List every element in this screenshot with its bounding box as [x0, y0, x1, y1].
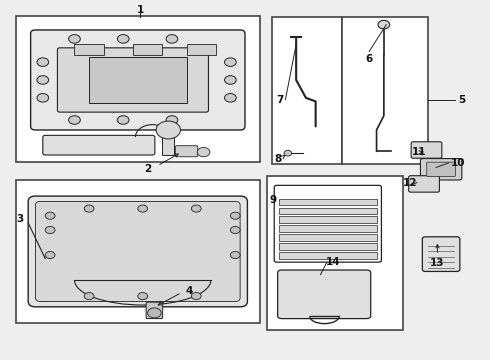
Text: 9: 9 [269, 195, 276, 204]
Text: 6: 6 [366, 54, 373, 64]
Circle shape [224, 76, 236, 84]
Circle shape [117, 116, 129, 124]
Circle shape [224, 94, 236, 102]
Circle shape [37, 94, 49, 102]
Bar [74, 44, 104, 55]
FancyBboxPatch shape [43, 135, 155, 155]
Text: 7: 7 [276, 95, 284, 105]
Circle shape [224, 58, 236, 66]
Text: 4: 4 [185, 286, 193, 296]
Circle shape [166, 35, 178, 43]
Bar [279, 199, 376, 205]
Circle shape [138, 205, 147, 212]
FancyBboxPatch shape [28, 196, 247, 307]
Circle shape [138, 293, 147, 300]
Bar [279, 234, 376, 241]
FancyBboxPatch shape [427, 162, 456, 176]
FancyBboxPatch shape [420, 158, 462, 180]
Circle shape [230, 251, 240, 258]
Bar [187, 44, 216, 55]
Text: 5: 5 [458, 95, 466, 105]
Circle shape [37, 58, 49, 66]
Bar [133, 44, 162, 55]
Circle shape [378, 20, 390, 29]
FancyBboxPatch shape [411, 142, 442, 158]
Text: 10: 10 [451, 158, 466, 168]
Text: 2: 2 [144, 164, 151, 174]
Circle shape [69, 116, 80, 124]
Circle shape [230, 212, 240, 219]
Bar [89, 57, 187, 103]
Text: 8: 8 [274, 154, 282, 164]
Circle shape [284, 150, 292, 156]
Text: 12: 12 [402, 177, 417, 188]
Text: 1: 1 [137, 5, 144, 15]
Circle shape [230, 226, 240, 234]
Circle shape [45, 251, 55, 258]
Bar [279, 225, 376, 232]
Bar [279, 252, 376, 258]
FancyBboxPatch shape [57, 48, 208, 112]
Circle shape [69, 35, 80, 43]
Circle shape [192, 205, 201, 212]
FancyBboxPatch shape [409, 176, 440, 192]
Circle shape [84, 205, 94, 212]
FancyBboxPatch shape [16, 16, 260, 162]
FancyBboxPatch shape [16, 180, 260, 323]
FancyBboxPatch shape [343, 18, 428, 164]
FancyBboxPatch shape [35, 202, 240, 301]
FancyBboxPatch shape [272, 18, 343, 164]
Circle shape [156, 121, 180, 139]
Circle shape [197, 148, 210, 157]
FancyBboxPatch shape [422, 237, 460, 271]
FancyBboxPatch shape [30, 30, 245, 130]
Text: 13: 13 [430, 258, 445, 268]
FancyBboxPatch shape [175, 146, 198, 157]
Circle shape [166, 116, 178, 124]
FancyBboxPatch shape [267, 176, 403, 330]
Circle shape [84, 293, 94, 300]
Bar [279, 216, 376, 223]
Bar [279, 243, 376, 249]
Circle shape [45, 226, 55, 234]
Text: 3: 3 [16, 214, 24, 224]
Bar [279, 207, 376, 214]
Circle shape [147, 308, 161, 318]
Text: 11: 11 [412, 147, 426, 157]
Text: 14: 14 [325, 257, 340, 267]
FancyBboxPatch shape [278, 270, 371, 319]
Circle shape [37, 76, 49, 84]
FancyBboxPatch shape [146, 302, 163, 319]
Circle shape [117, 35, 129, 43]
Circle shape [192, 293, 201, 300]
Circle shape [45, 212, 55, 219]
Bar [162, 132, 174, 155]
